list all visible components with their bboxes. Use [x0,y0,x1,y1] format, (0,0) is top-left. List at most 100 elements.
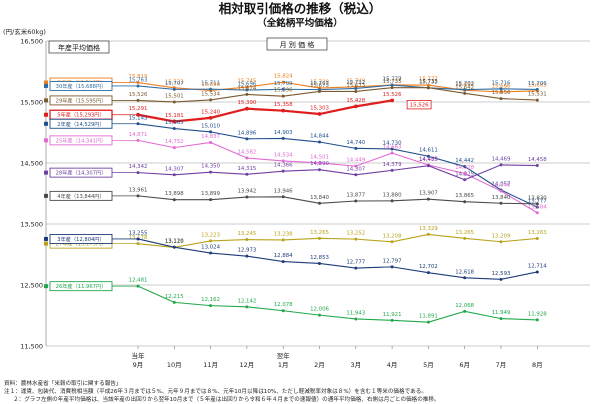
data-point [426,232,430,236]
legend-marker [44,170,48,175]
data-label: 12,142 [237,298,256,304]
data-label: 15,729 [310,80,329,86]
data-point [426,83,430,87]
data-label: 13,209 [492,233,511,239]
data-label: 14,896 [237,130,256,136]
data-label: 15,596 [274,88,293,94]
data-label: 13,265 [455,230,474,236]
data-label: 12,078 [274,302,293,308]
data-label: 12,006 [310,307,329,313]
data-point [499,277,503,281]
data-label: 13,942 [237,189,256,195]
data-point [318,261,321,265]
annotation-box [406,100,432,110]
legend-label: 29年産（15,595円） [56,96,107,104]
data-label: 12,618 [455,269,474,275]
data-label: 13,961 [129,187,148,193]
data-point [209,130,213,134]
data-label: 12,777 [346,260,365,266]
data-label: 15,709 [274,81,293,87]
data-label: 14,871 [129,132,148,138]
series-line [137,123,538,208]
data-point [281,87,285,91]
data-label: 15,428 [346,98,365,104]
data-label: 14,837 [201,134,220,140]
data-point [354,266,358,270]
x-tick-label: 12月 [240,361,255,369]
data-point [281,169,285,173]
data-point [172,300,176,304]
data-label: 14,469 [492,156,511,162]
data-point [535,205,539,209]
data-point [390,265,394,269]
data-point [463,88,467,92]
data-point [354,173,358,177]
series-line [137,87,538,103]
data-point [318,89,321,93]
data-label: 12,973 [237,248,256,254]
legend-label: 28年産（14,307円） [56,169,107,177]
data-label: 14,390 [310,161,329,167]
data-point [209,140,213,144]
data-point [317,112,322,116]
data-label: 11,921 [383,312,402,318]
data-label: 13,252 [346,231,365,237]
data-point [209,170,213,174]
series-line [137,99,393,123]
data-point [463,236,467,240]
data-label: 15,291 [129,106,148,112]
data-label: 11,891 [419,314,438,320]
data-label: 15,526 [129,92,148,98]
data-point [245,254,249,258]
data-point [281,108,286,113]
data-label: 15,624 [237,86,256,92]
data-point [281,238,285,242]
data-label: 14,458 [528,157,547,163]
data-point [245,156,249,160]
data-point [535,98,539,102]
data-label: 13,024 [201,245,220,251]
y-tick-label: 12,500 [20,281,43,289]
data-label: 15,240 [201,109,220,115]
data-label: 15,745 [237,79,256,85]
data-point [535,211,539,215]
data-point [172,119,177,124]
series-line [137,238,538,280]
data-label: 15,819 [129,74,148,80]
data-point [499,317,503,321]
data-point [463,165,467,169]
data-point [353,104,358,109]
data-label: 14,379 [383,162,402,168]
data-point [245,172,249,176]
data-label: 15,673 [346,83,365,89]
data-point [390,168,394,172]
data-label: 14,225 [455,171,474,177]
data-point [535,318,539,322]
data-point [390,151,394,155]
data-point [245,106,249,111]
data-label: 15,642 [455,85,474,91]
data-point [209,198,213,202]
data-point [390,147,394,151]
data-point [354,89,358,93]
y-tick-label: 16,500 [20,37,43,45]
y-tick-label: 14,500 [20,159,43,167]
chart-title: 相対取引価格の推移（税込） [219,1,382,16]
data-point [463,178,467,182]
data-point [426,164,430,168]
y-tick-label: 11,500 [20,342,43,350]
legend-marker [44,193,48,198]
data-point [499,240,503,244]
data-label: 15,390 [237,100,256,106]
data-label: 14,366 [274,163,293,169]
series-line [137,195,538,205]
data-point [245,85,249,89]
data-label: 12,714 [528,263,547,269]
data-point [390,98,394,103]
data-label: 13,880 [383,192,402,198]
data-label: 13,830 [528,195,547,201]
data-label: 13,208 [383,233,402,239]
data-label: 11,949 [492,310,511,316]
data-point [245,238,249,242]
